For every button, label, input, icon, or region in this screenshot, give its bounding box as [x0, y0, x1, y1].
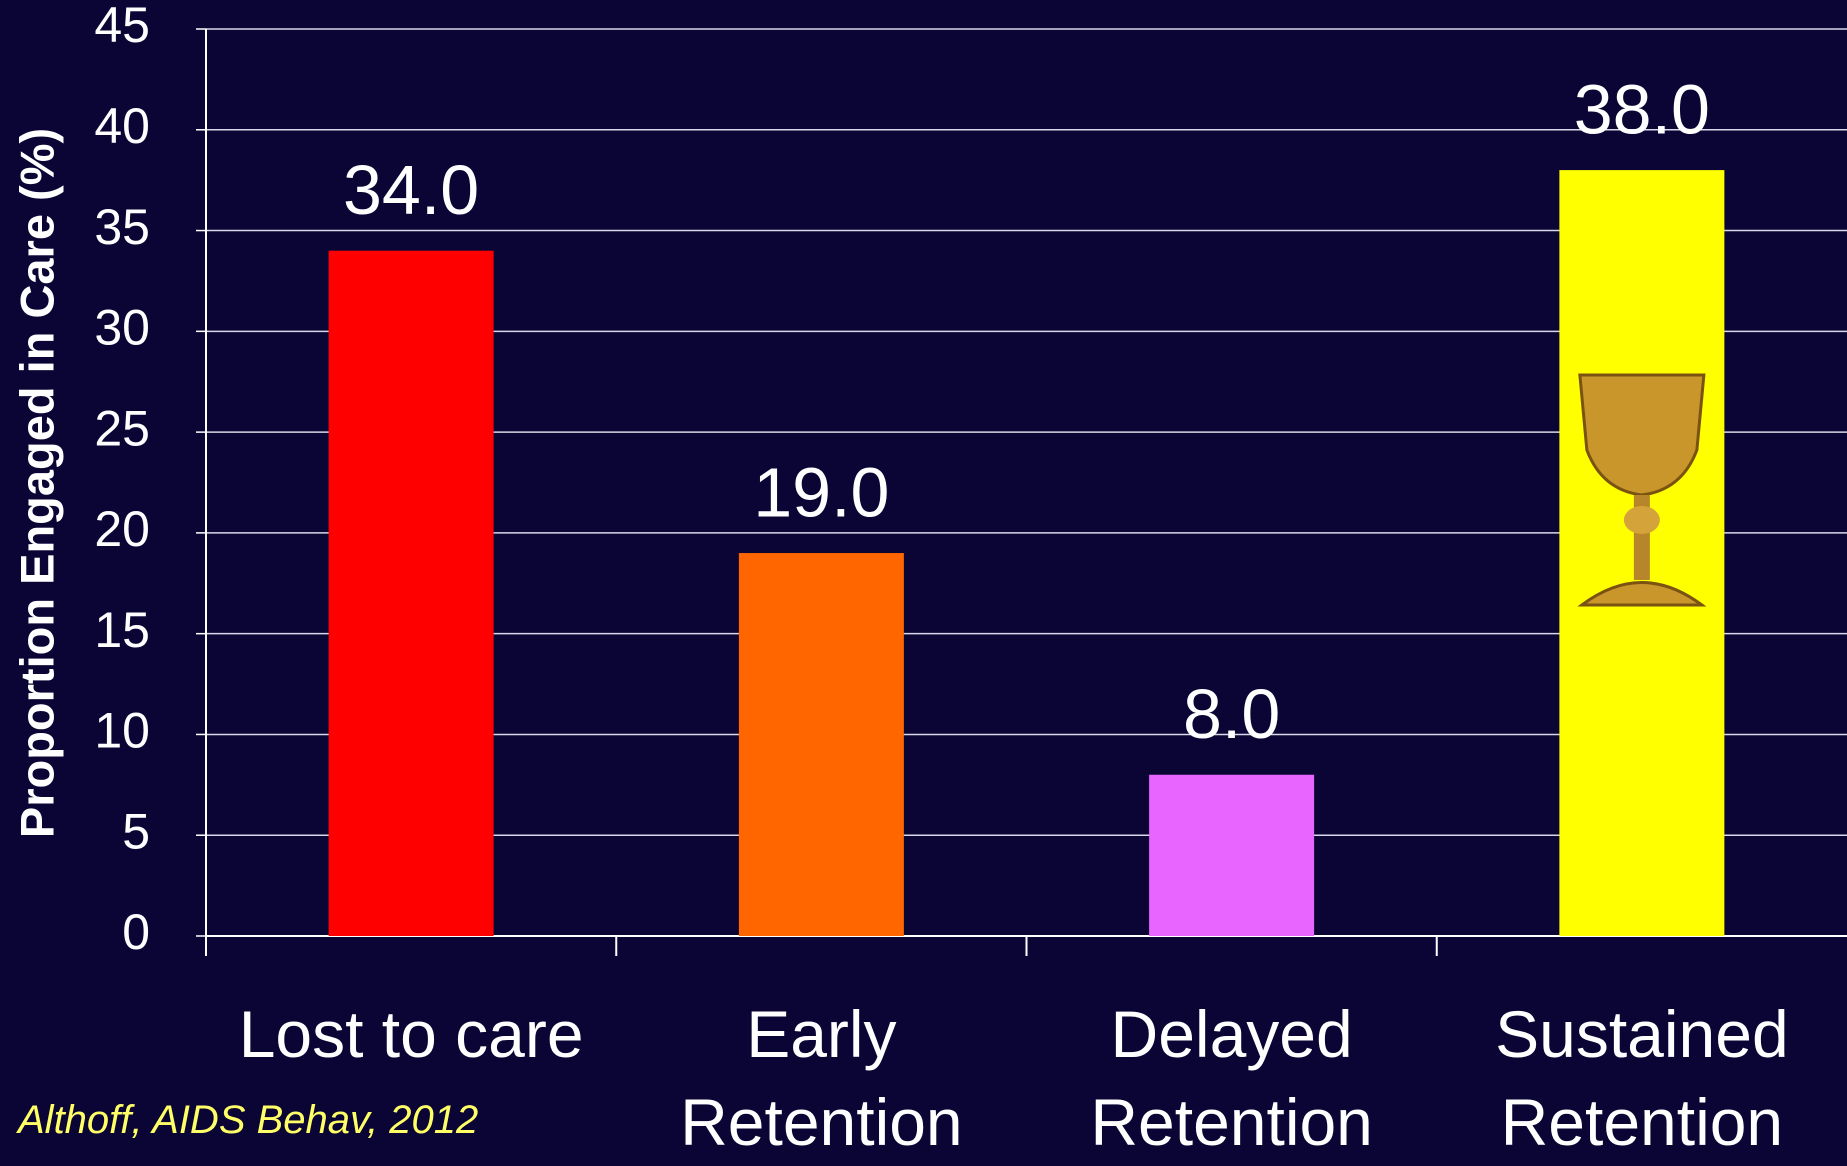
y-tick-label: 40 — [94, 98, 150, 154]
chart: Proportion Engaged in Care (%) 0 5 10 15 20 2… — [0, 0, 1847, 1150]
data-label: 38.0 — [1574, 71, 1710, 149]
x-tick-label: Early Retention — [619, 990, 1024, 1166]
y-tick-label: 30 — [94, 300, 150, 356]
y-tick-label: 15 — [94, 602, 150, 658]
chalice-knot — [1624, 506, 1660, 534]
y-tick-label: 10 — [94, 703, 150, 759]
y-tick-label: 35 — [94, 199, 150, 255]
bar — [329, 251, 494, 936]
y-tick-label: 45 — [94, 0, 150, 53]
page: Proportion Engaged in Care (%) 0 5 10 15 20 2… — [0, 0, 1847, 1150]
bar — [1149, 775, 1314, 936]
y-tick-label: 0 — [122, 904, 150, 960]
data-label: 34.0 — [343, 151, 479, 229]
source-citation: Althoff, AIDS Behav, 2012 — [18, 1098, 478, 1143]
data-label: 8.0 — [1183, 675, 1280, 753]
bar — [739, 553, 904, 936]
y-tick-label: 5 — [122, 803, 150, 859]
x-tick-label: Delayed Retention — [1029, 990, 1434, 1166]
data-label: 19.0 — [753, 454, 889, 532]
x-tick-label: Sustained Retention — [1439, 990, 1844, 1166]
y-tick-label: 25 — [94, 400, 150, 456]
x-tick-label: Lost to care — [209, 990, 614, 1078]
y-axis-label: Proportion Engaged in Care (%) — [10, 128, 63, 838]
y-tick-label: 20 — [94, 501, 150, 557]
